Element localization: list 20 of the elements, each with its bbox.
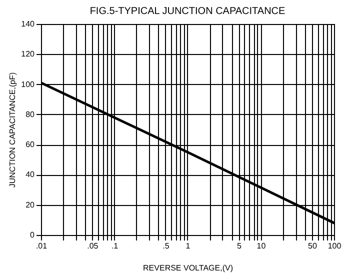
x-tick-label: 5 [236, 242, 242, 250]
y-tick-label: 120 [21, 50, 36, 59]
y-tick-label: 20 [26, 200, 36, 210]
y-tick-label: 60 [26, 140, 36, 150]
y-tick-label: 0 [30, 230, 36, 240]
x-tick-label: .01 [36, 242, 48, 250]
chart-title: FIG.5-TYPICAL JUNCTION CAPACITANCE [90, 6, 286, 17]
y-axis-title: JUNCTION CAPACITANCE,(pF) [8, 72, 18, 188]
x-tick-label: 100 [328, 242, 342, 250]
x-tick-label: 10 [256, 242, 266, 250]
y-tick-label: 140 [21, 20, 36, 28]
y-tick-label: 100 [21, 80, 36, 89]
x-tick-label: .1 [111, 242, 119, 250]
y-tick-label: 80 [26, 110, 36, 119]
y-tick-label: 40 [26, 170, 36, 180]
x-tick-label: 1 [186, 242, 191, 250]
x-tick-label: .5 [162, 242, 170, 250]
x-tick-label: .05 [87, 242, 99, 250]
x-axis-title: REVERSE VOLTAGE,(V) [143, 264, 234, 272]
x-tick-label: 50 [308, 242, 318, 250]
